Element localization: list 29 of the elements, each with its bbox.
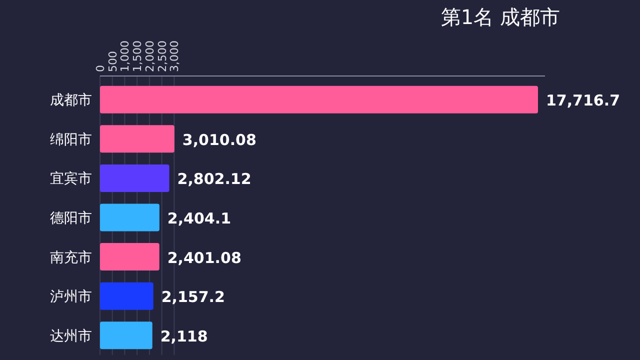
data-label: 3,010.08 [182, 130, 256, 149]
data-label: 2,404.1 [167, 210, 232, 228]
y-tick-label: 成都市 [50, 92, 92, 109]
bar [100, 243, 160, 271]
bar [100, 282, 154, 310]
y-tick-label: 宜宾市 [50, 171, 92, 188]
data-label: 17,716.7 [546, 92, 620, 110]
x-tick-label: 500 [106, 51, 120, 72]
y-tick-label: 泸州市 [50, 289, 92, 306]
data-label: 2,157.2 [161, 288, 225, 306]
data-label: 2,118 [160, 327, 208, 346]
bar [100, 204, 160, 232]
y-tick-label: 南充市 [50, 250, 92, 266]
x-tick-label: 2,500 [156, 40, 169, 72]
y-tick-label: 德阳市 [50, 210, 92, 226]
y-tick-label: 达州市 [50, 328, 92, 344]
x-tick-label: 0 [94, 65, 107, 72]
bar [100, 125, 174, 153]
x-tick-label: 1,000 [118, 40, 132, 72]
data-label: 2,802.12 [177, 170, 252, 188]
y-tick-label: 绵阳市 [50, 132, 92, 148]
bar [100, 86, 538, 114]
bar [100, 322, 152, 350]
x-tick-label: 3,000 [168, 40, 182, 72]
x-tick-label: 1,500 [131, 40, 144, 72]
x-tick-label: 2,000 [143, 40, 156, 72]
chart-title: 第1名 成都市 [440, 5, 560, 29]
data-label: 2,401.08 [167, 248, 242, 267]
bar [100, 164, 170, 192]
